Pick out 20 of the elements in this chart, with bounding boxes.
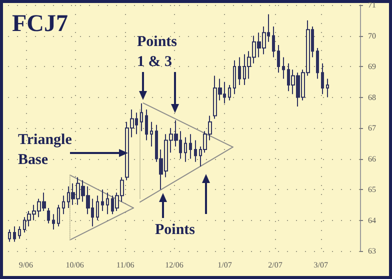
y-tick-label: 67 xyxy=(368,124,376,132)
x-tick-label: 3/07 xyxy=(314,260,328,270)
x-tick-label: 10/06 xyxy=(66,260,84,270)
x-tick-label: 11/06 xyxy=(116,260,134,270)
annotation: Points xyxy=(155,222,196,238)
annotation: Points 1 & 3 xyxy=(137,34,181,70)
y-tick-label: 71 xyxy=(368,0,376,10)
x-tick-label: 2/07 xyxy=(268,260,282,270)
x-tick-label: 12/06 xyxy=(165,260,184,270)
x-tick-label: 1/07 xyxy=(218,260,232,270)
y-tick-label: 68 xyxy=(368,92,376,102)
y-tick-label: 70 xyxy=(368,31,376,40)
chart-title: FCJ7 xyxy=(12,11,68,37)
annotation: Triangle Base xyxy=(18,132,76,168)
y-tick-label: 69 xyxy=(368,62,376,71)
y-tick-label: 63 xyxy=(368,246,376,256)
x-tick-label: 9/06 xyxy=(18,260,34,270)
y-tick-label: 64 xyxy=(368,216,376,225)
y-tick-label: 65 xyxy=(368,185,376,194)
y-tick-label: 66 xyxy=(368,154,376,164)
